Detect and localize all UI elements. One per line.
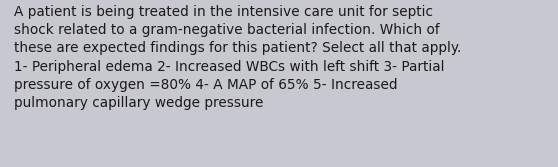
- Text: A patient is being treated in the intensive care unit for septic
shock related t: A patient is being treated in the intens…: [14, 5, 461, 110]
